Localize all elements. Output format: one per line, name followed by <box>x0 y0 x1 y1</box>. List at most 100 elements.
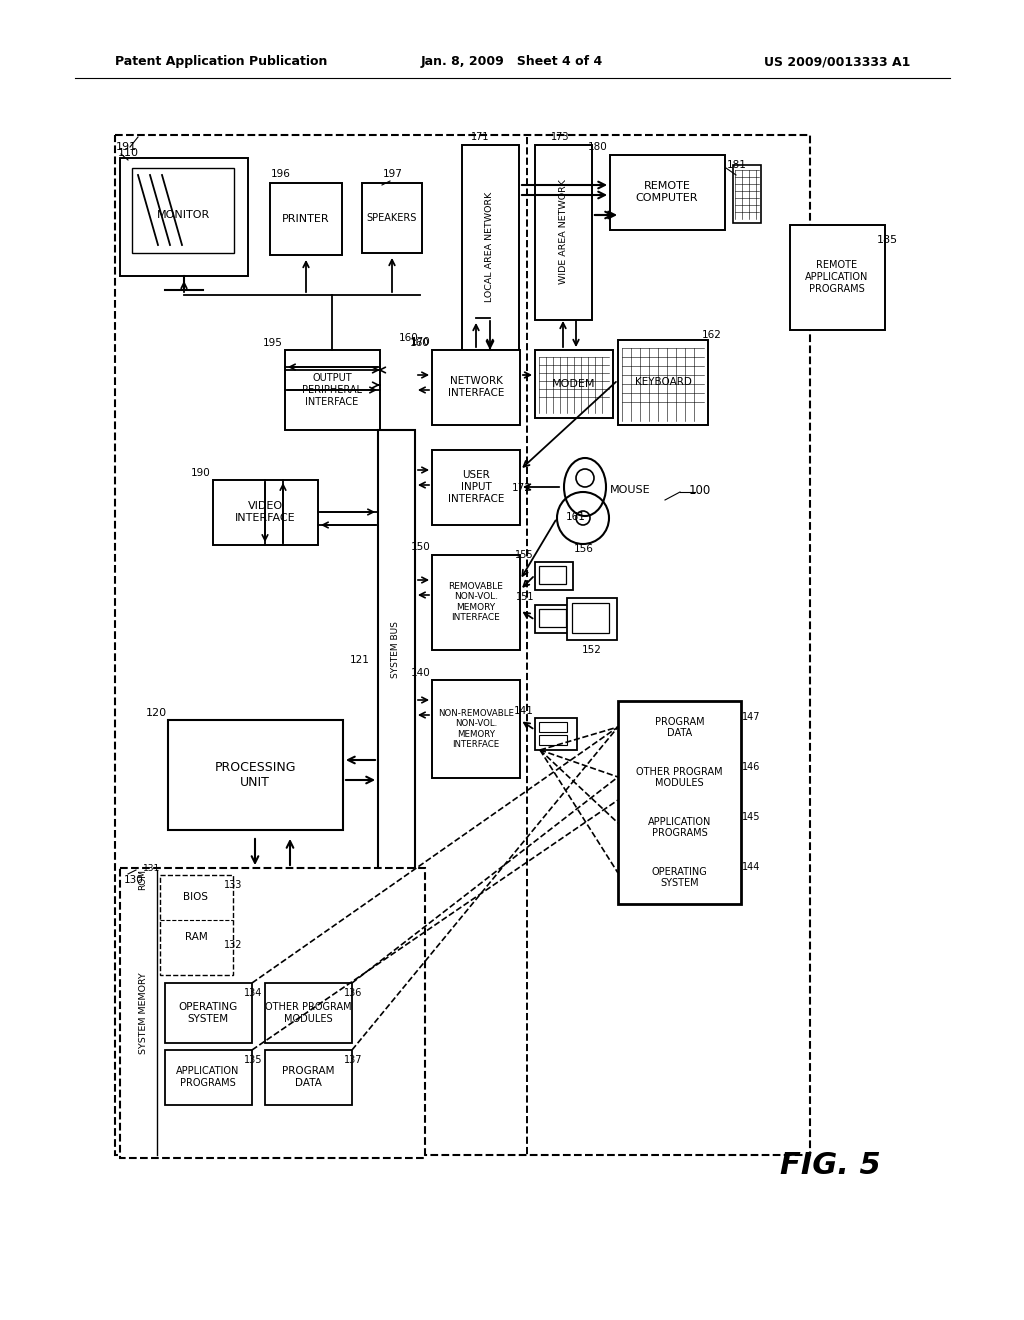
Text: 134: 134 <box>244 987 262 998</box>
Text: 172: 172 <box>512 483 531 492</box>
Bar <box>535 350 613 418</box>
Text: PROGRAM
DATA: PROGRAM DATA <box>654 717 705 738</box>
Bar <box>432 680 520 777</box>
Text: REMOVABLE
NON-VOL.
MEMORY
INTERFACE: REMOVABLE NON-VOL. MEMORY INTERFACE <box>449 582 504 622</box>
Text: 130: 130 <box>124 875 143 884</box>
Bar <box>432 554 520 649</box>
Text: 131: 131 <box>143 865 160 873</box>
Text: REMOTE
COMPUTER: REMOTE COMPUTER <box>636 181 698 203</box>
Bar <box>535 718 577 750</box>
Bar <box>535 605 573 634</box>
Text: 151: 151 <box>515 591 534 602</box>
Bar <box>618 701 741 904</box>
Text: US 2009/0013333 A1: US 2009/0013333 A1 <box>764 55 910 69</box>
Text: Jan. 8, 2009   Sheet 4 of 4: Jan. 8, 2009 Sheet 4 of 4 <box>421 55 603 69</box>
Text: OTHER PROGRAM
MODULES: OTHER PROGRAM MODULES <box>636 767 723 788</box>
Text: 156: 156 <box>574 544 594 554</box>
Bar <box>160 875 233 975</box>
Bar <box>168 719 343 830</box>
Bar <box>610 154 725 230</box>
Text: SYSTEM MEMORY: SYSTEM MEMORY <box>138 972 147 1053</box>
Text: BIOS: BIOS <box>183 892 209 902</box>
Text: 135: 135 <box>244 1055 262 1065</box>
Bar <box>790 224 885 330</box>
Bar <box>165 983 252 1043</box>
Text: 140: 140 <box>412 668 431 678</box>
Bar <box>270 183 342 255</box>
Text: 191: 191 <box>116 143 137 152</box>
Bar <box>539 566 566 583</box>
Text: 170: 170 <box>412 337 431 347</box>
Bar <box>115 135 810 1155</box>
Bar <box>213 480 318 545</box>
Text: 190: 190 <box>191 469 211 478</box>
Text: 196: 196 <box>271 169 291 180</box>
Text: 173: 173 <box>551 132 569 143</box>
Bar <box>462 145 519 350</box>
Text: ROM: ROM <box>138 870 147 891</box>
Text: MONITOR: MONITOR <box>158 210 211 220</box>
Text: SYSTEM BUS: SYSTEM BUS <box>391 622 400 678</box>
Text: OPERATING
SYSTEM: OPERATING SYSTEM <box>651 867 708 888</box>
Text: 181: 181 <box>727 160 746 170</box>
Text: VIDEO
INTERFACE: VIDEO INTERFACE <box>234 502 295 523</box>
Text: NETWORK
INTERFACE: NETWORK INTERFACE <box>447 376 504 397</box>
Text: 152: 152 <box>582 645 602 655</box>
Text: 110: 110 <box>118 148 139 158</box>
Bar <box>622 855 737 900</box>
Bar <box>265 1049 352 1105</box>
Bar <box>622 705 737 750</box>
Bar <box>132 168 234 253</box>
Text: NON-REMOVABLE
NON-VOL.
MEMORY
INTERFACE: NON-REMOVABLE NON-VOL. MEMORY INTERFACE <box>438 709 514 750</box>
Text: 100: 100 <box>689 483 711 496</box>
Text: OPERATING
SYSTEM: OPERATING SYSTEM <box>178 1002 238 1024</box>
Text: 197: 197 <box>383 169 402 180</box>
Bar <box>539 609 566 627</box>
Text: APPLICATION
PROGRAMS: APPLICATION PROGRAMS <box>648 817 712 838</box>
Text: RAM: RAM <box>184 932 208 942</box>
Text: Patent Application Publication: Patent Application Publication <box>115 55 328 69</box>
Text: OTHER PROGRAM
MODULES: OTHER PROGRAM MODULES <box>264 1002 351 1024</box>
Text: 133: 133 <box>224 880 243 890</box>
Bar <box>285 350 380 430</box>
Text: USER
INPUT
INTERFACE: USER INPUT INTERFACE <box>447 470 504 504</box>
Text: 147: 147 <box>742 711 761 722</box>
Bar <box>265 983 352 1043</box>
Bar <box>535 562 573 590</box>
Text: LOCAL AREA NETWORK: LOCAL AREA NETWORK <box>485 191 495 302</box>
Text: 145: 145 <box>742 812 761 822</box>
Text: 185: 185 <box>877 235 898 246</box>
Bar <box>733 165 761 223</box>
Text: 155: 155 <box>515 550 534 560</box>
Bar <box>572 603 609 634</box>
Text: 136: 136 <box>344 987 362 998</box>
Text: REMOTE
APPLICATION
PROGRAMS: REMOTE APPLICATION PROGRAMS <box>805 260 868 293</box>
Text: 121: 121 <box>350 655 370 665</box>
Text: PROGRAM
DATA: PROGRAM DATA <box>282 1067 334 1088</box>
Bar <box>539 722 567 733</box>
Text: 161: 161 <box>566 512 586 521</box>
Bar <box>120 158 248 276</box>
Bar <box>120 869 425 1158</box>
Text: OUTPUT
PERIPHERAL
INTERFACE: OUTPUT PERIPHERAL INTERFACE <box>302 374 362 407</box>
Text: APPLICATION
PROGRAMS: APPLICATION PROGRAMS <box>176 1067 240 1088</box>
Bar <box>622 805 737 850</box>
Text: FIG. 5: FIG. 5 <box>779 1151 881 1180</box>
Bar <box>378 430 415 875</box>
Text: MOUSE: MOUSE <box>609 484 650 495</box>
Text: PRINTER: PRINTER <box>283 214 330 224</box>
Bar <box>432 350 520 425</box>
Text: 162: 162 <box>702 330 722 341</box>
Text: 132: 132 <box>224 940 243 950</box>
Bar <box>539 735 567 744</box>
Bar <box>535 145 592 319</box>
Text: 120: 120 <box>145 708 167 718</box>
Text: 144: 144 <box>742 862 761 873</box>
Text: PROCESSING
UNIT: PROCESSING UNIT <box>214 762 296 789</box>
Text: 160: 160 <box>399 333 419 343</box>
Bar <box>567 598 617 640</box>
Text: SPEAKERS: SPEAKERS <box>367 213 417 223</box>
Bar <box>362 183 422 253</box>
Text: KEYBOARD: KEYBOARD <box>635 378 691 387</box>
Text: 150: 150 <box>412 543 431 552</box>
